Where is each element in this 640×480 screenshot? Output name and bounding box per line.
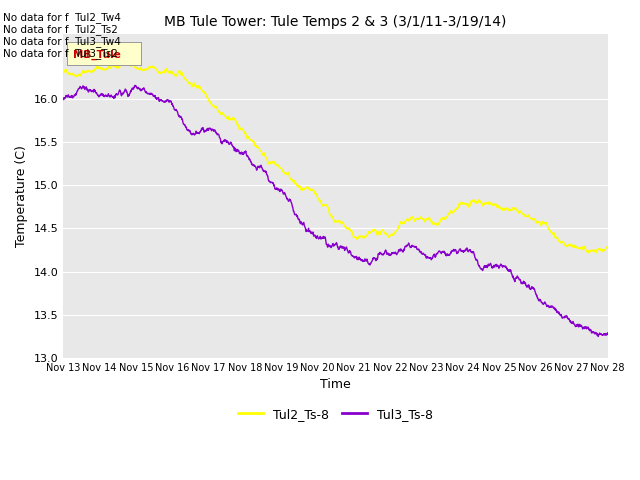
Text: MB_Tule: MB_Tule bbox=[73, 49, 121, 60]
Legend: Tul2_Ts-8, Tul3_Ts-8: Tul2_Ts-8, Tul3_Ts-8 bbox=[233, 403, 438, 426]
Text: No data for f  Tul2_Tw4: No data for f Tul2_Tw4 bbox=[3, 12, 121, 23]
Y-axis label: Temperature (C): Temperature (C) bbox=[15, 145, 28, 247]
Text: No data for f  Tul3_Tw4: No data for f Tul3_Tw4 bbox=[3, 36, 121, 47]
Text: No data for f  Tul3_Ts2: No data for f Tul3_Ts2 bbox=[3, 48, 118, 59]
Title: MB Tule Tower: Tule Temps 2 & 3 (3/1/11-3/19/14): MB Tule Tower: Tule Temps 2 & 3 (3/1/11-… bbox=[164, 15, 507, 29]
X-axis label: Time: Time bbox=[320, 378, 351, 391]
Text: No data for f  Tul2_Ts2: No data for f Tul2_Ts2 bbox=[3, 24, 118, 35]
